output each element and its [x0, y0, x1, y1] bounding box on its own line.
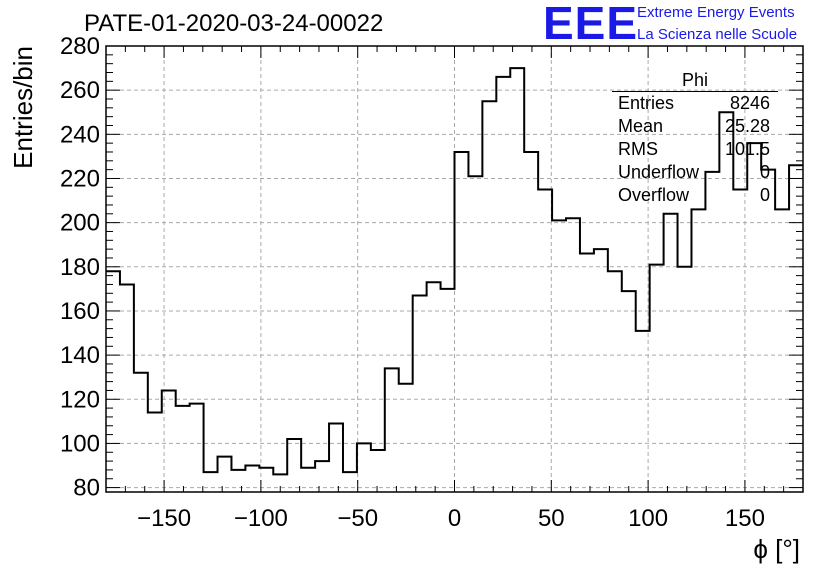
stats-value: 0: [759, 162, 770, 182]
x-tick-labels: −150 −100 −50 0 50 100 150: [137, 505, 765, 532]
y-tick-label: 260: [60, 77, 100, 104]
stats-row: RMS 101.5: [612, 138, 778, 161]
x-tick-label: −150: [137, 505, 191, 532]
chart-title: PATE-01-2020-03-24-00022: [84, 10, 384, 37]
stats-value: 0: [759, 185, 770, 205]
plot-frame: [105, 45, 804, 493]
stats-row: Underflow 0: [612, 161, 778, 184]
y-tick-label: 80: [73, 475, 100, 502]
stats-value: 101.5: [724, 139, 770, 159]
x-tick-label: −100: [234, 505, 288, 532]
stats-label: Entries: [618, 93, 675, 113]
x-tick-label: −50: [337, 505, 378, 532]
y-tick-label: 220: [60, 165, 100, 192]
eee-logo: EEE: [543, 0, 639, 49]
logo-line-1: Extreme Energy Events: [637, 4, 795, 21]
logo-line-2: La Scienza nelle Scuole: [637, 26, 798, 43]
stats-row: Entries 8246: [612, 92, 778, 115]
x-tick-label: 0: [448, 505, 461, 532]
y-tick-label: 240: [60, 121, 100, 148]
y-tick-label: 160: [60, 298, 100, 325]
stats-row: Mean 25.28: [612, 115, 778, 138]
y-tick-label: 100: [60, 430, 100, 457]
stats-value: 25.28: [724, 116, 770, 136]
x-tick-label: 50: [538, 505, 565, 532]
x-axis-label: ϕ [°]: [753, 534, 800, 564]
stats-label: Mean: [618, 116, 664, 136]
grid-lines: [106, 45, 803, 492]
stats-value: 8246: [729, 93, 770, 113]
stats-box: Phi Entries 8246 Mean 25.28 RMS 101.5 Under…: [612, 70, 778, 207]
stats-title: Phi: [612, 70, 778, 92]
stats-label: Underflow: [618, 162, 700, 182]
y-tick-label: 200: [60, 210, 100, 237]
y-tick-labels: 80 100 120 140 160 180 200 220 240 260 280: [60, 33, 100, 502]
x-tick-label: 150: [725, 505, 765, 532]
x-tick-label: 100: [628, 505, 668, 532]
y-tick-label: 280: [60, 33, 100, 60]
y-tick-label: 140: [60, 342, 100, 369]
y-tick-label: 120: [60, 386, 100, 413]
y-axis-label: Entries/bin: [8, 46, 38, 169]
y-tick-label: 180: [60, 254, 100, 281]
histogram-line: [106, 67, 803, 476]
stats-label: RMS: [618, 139, 658, 159]
stats-label: Overflow: [618, 185, 690, 205]
stats-row: Overflow 0: [612, 184, 778, 207]
